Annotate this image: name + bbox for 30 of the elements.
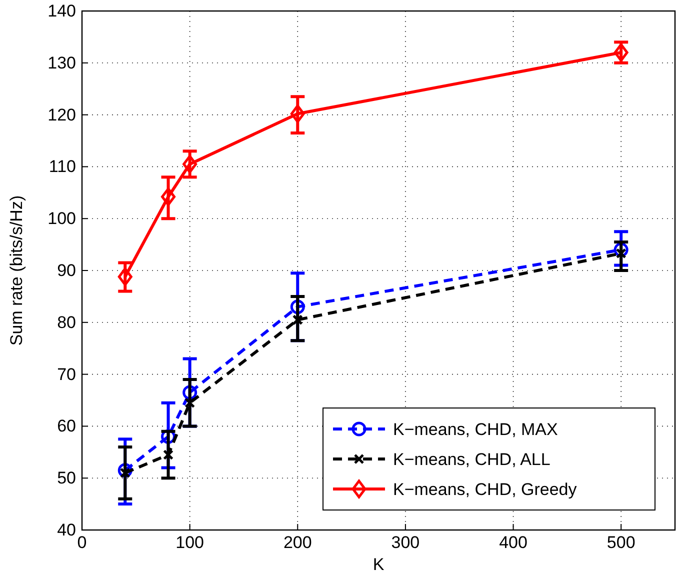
- y-tick-label: 90: [57, 260, 76, 280]
- legend-label: K−means, CHD, MAX: [393, 420, 558, 439]
- x-tick-label: 300: [391, 533, 420, 552]
- y-tick-label: 130: [48, 53, 76, 72]
- y-tick-label: 70: [57, 364, 76, 384]
- y-tick-label: 60: [57, 416, 76, 436]
- y-tick-label: 50: [57, 468, 76, 488]
- x-tick-label: 200: [283, 533, 312, 552]
- legend-label: K−means, CHD, ALL: [393, 450, 550, 469]
- y-tick-label: 100: [48, 209, 76, 228]
- x-tick-label: 400: [499, 533, 528, 552]
- legend-label: K−means, CHD, Greedy: [393, 480, 578, 499]
- x-tick-label: 500: [606, 533, 636, 552]
- point: [184, 398, 196, 408]
- y-tick-label: 140: [48, 1, 76, 20]
- point: [292, 314, 303, 326]
- x-axis-title: K: [372, 555, 385, 574]
- y-tick-label: 80: [57, 312, 76, 332]
- y-axis-title: Sum rate (bits/s/Hz): [7, 195, 26, 346]
- point: [118, 267, 132, 286]
- point: [182, 154, 198, 174]
- y-tick-label: 40: [57, 520, 76, 540]
- x-tick-label: 100: [176, 533, 204, 552]
- point: [161, 188, 176, 206]
- y-tick-label: 110: [48, 157, 76, 176]
- point: [290, 104, 305, 124]
- x-tick-label: 0: [77, 533, 87, 552]
- point: [614, 43, 628, 62]
- y-tick-label: 120: [48, 105, 76, 124]
- point: [163, 449, 174, 460]
